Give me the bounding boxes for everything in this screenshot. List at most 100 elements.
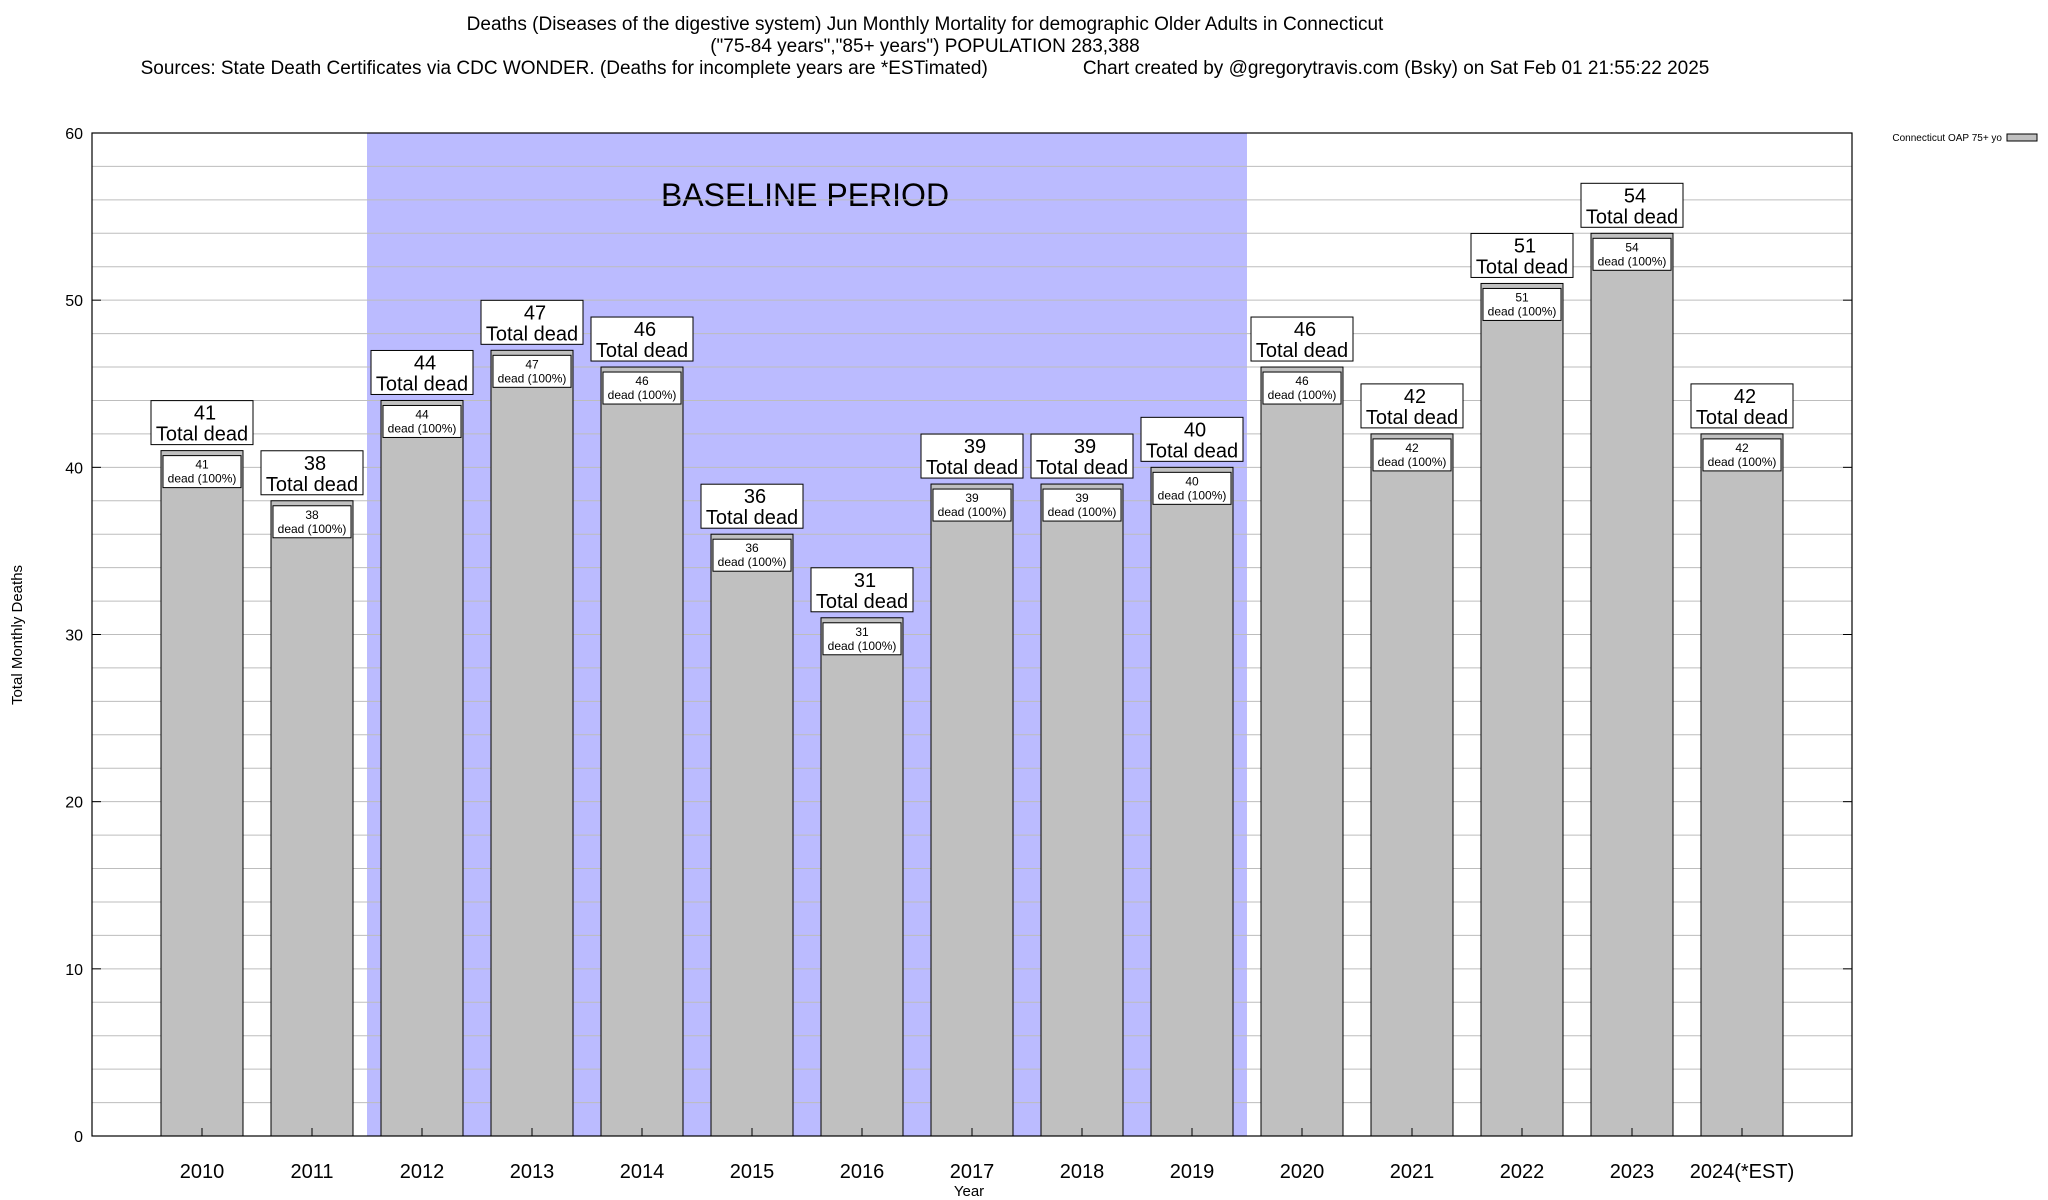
bar [1370,433,1454,1137]
top-label-box [1360,383,1464,429]
bar [930,483,1014,1137]
bar [600,366,684,1137]
inner-label-box [1592,237,1672,271]
top-label-value: 51 [1514,235,1536,257]
inner-label-text: dead (100%) [1488,304,1557,318]
inner-label-box [1262,371,1342,405]
x-tick-label: 2022 [1500,1161,1545,1183]
top-label-box [1690,383,1794,429]
inner-label-text: dead (100%) [1048,505,1117,519]
inner-label-text: dead (100%) [1378,455,1447,469]
top-label-box [1250,316,1354,362]
inner-label-value: 31 [855,625,869,639]
top-label-value: 54 [1624,185,1646,207]
bar [1590,232,1674,1137]
chart-subtitle: ("75-84 years","85+ years") POPULATION 2… [710,36,1140,57]
inner-label-text: dead (100%) [388,421,457,435]
baseline-label: BASELINE PERIOD [661,177,949,213]
top-label-box [260,450,364,496]
x-tick-label: 2010 [180,1161,225,1183]
bar [270,500,354,1137]
top-label-text: Total dead [816,591,908,613]
top-label-text: Total dead [1696,407,1788,429]
bar [1480,282,1564,1137]
chart-title: Deaths (Diseases of the digestive system… [466,14,1384,35]
inner-label-value: 38 [305,508,319,522]
inner-label-value: 42 [1735,441,1749,455]
y-tick-label: 10 [65,962,83,979]
top-label-text: Total dead [156,424,248,446]
top-label-value: 39 [1074,436,1096,458]
top-label-box [700,483,804,529]
chart-header: Deaths (Diseases of the digestive system… [0,14,1850,80]
top-label-text: Total dead [1476,256,1568,278]
inner-label-box [932,488,1012,522]
inner-label-box [1042,488,1122,522]
inner-label-box [602,371,682,405]
bar [710,533,794,1137]
legend-label: Connecticut OAP 75+ yo [1892,133,2002,144]
top-label-text: Total dead [1256,340,1348,362]
x-tick-label: 2011 [290,1161,333,1183]
x-tick-label: 2018 [1060,1161,1105,1183]
top-label-box [150,400,254,446]
inner-label-value: 39 [1075,491,1089,505]
inner-label-box [272,505,352,539]
top-label-box [920,433,1024,479]
top-label-text: Total dead [376,373,468,395]
top-label-text: Total dead [1586,206,1678,228]
inner-label-box [822,622,902,656]
inner-label-text: dead (100%) [1268,388,1337,402]
top-label-value: 44 [414,352,436,374]
inner-label-box [1482,287,1562,321]
top-label-text: Total dead [1146,440,1238,462]
inner-label-text: dead (100%) [608,388,677,402]
bar [1040,483,1124,1137]
bar [1150,466,1234,1137]
bar [160,450,244,1137]
inner-label-value: 54 [1625,240,1639,254]
inner-label-box [492,354,572,388]
x-tick-label: 2014 [620,1161,665,1183]
x-tick-label: 2024(*EST) [1690,1161,1795,1183]
top-label-box [590,316,694,362]
inner-label-text: dead (100%) [168,472,237,486]
top-label-box [480,299,584,345]
top-label-value: 38 [304,453,326,475]
y-tick-label: 0 [74,1129,83,1146]
top-label-box [1470,232,1574,278]
top-label-value: 40 [1184,419,1206,441]
inner-label-value: 44 [415,407,429,421]
inner-label-text: dead (100%) [1158,488,1227,502]
top-label-text: Total dead [486,323,578,345]
credit-text: Chart created by @gregorytravis.com (Bsk… [1082,58,1710,79]
top-label-value: 31 [854,570,876,592]
x-tick-label: 2020 [1280,1161,1325,1183]
top-label-value: 42 [1404,386,1426,408]
inner-label-value: 40 [1185,474,1199,488]
inner-label-value: 46 [1295,374,1309,388]
top-label-text: Total dead [1036,457,1128,479]
inner-label-text: dead (100%) [718,555,787,569]
top-label-value: 47 [524,302,546,324]
inner-label-text: dead (100%) [1708,455,1777,469]
bar [490,349,574,1137]
top-label-box [1030,433,1134,479]
inner-label-value: 51 [1515,290,1529,304]
top-label-value: 42 [1734,386,1756,408]
chart-sources-line: Sources: State Death Certificates via CD… [0,58,1850,80]
plot-frame [91,132,1853,1137]
inner-label-value: 41 [195,458,209,472]
inner-label-box [1702,438,1782,472]
inner-label-value: 42 [1405,441,1419,455]
bar [1260,366,1344,1137]
inner-label-box [162,455,242,489]
x-tick-label: 2016 [840,1161,885,1183]
x-tick-label: 2023 [1610,1161,1655,1183]
top-label-value: 41 [194,403,216,425]
y-tick-label: 60 [65,126,83,143]
legend-swatch [2006,133,2038,142]
y-tick-label: 20 [65,795,83,812]
inner-label-value: 39 [965,491,979,505]
